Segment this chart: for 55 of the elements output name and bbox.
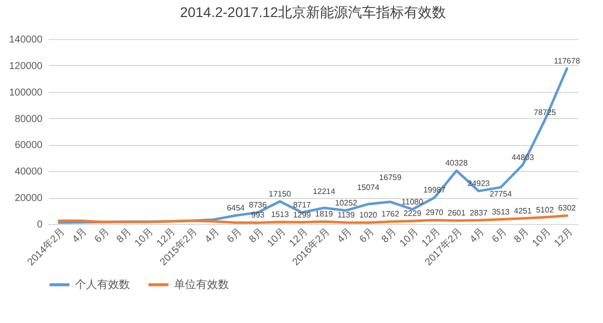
data-label: 1762: [381, 210, 400, 219]
data-label: 11080: [402, 197, 424, 206]
x-tick-label: 10月: [398, 226, 421, 250]
x-tick-label: 12月: [552, 226, 576, 250]
data-label: 2229: [403, 209, 422, 218]
data-label: 27754: [490, 189, 512, 198]
data-label: 5102: [536, 205, 554, 214]
data-label: 40328: [445, 158, 468, 168]
y-tick-label: 0: [36, 220, 43, 230]
x-tick-label: 8月: [114, 226, 134, 246]
x-tick-label: 10月: [132, 226, 156, 250]
data-label: 12214: [312, 186, 336, 196]
x-tick-label: 6月: [92, 226, 112, 246]
data-label: 6302: [558, 204, 576, 213]
data-label: 8717: [293, 200, 312, 210]
data-label: 8736: [248, 200, 268, 210]
y-tick-label: 20000: [14, 193, 43, 204]
x-tick-label: 4月: [203, 226, 222, 246]
data-label: 1513: [270, 210, 290, 219]
data-label: 16759: [379, 172, 402, 182]
x-tick-label: 4月: [468, 226, 487, 246]
chart-title: 2014.2-2017.12北京新能源汽车指标有效数: [180, 4, 446, 20]
legend-label: 单位有效数: [174, 278, 229, 291]
y-tick-label: 60000: [14, 140, 43, 152]
x-tick-label: 4月: [70, 226, 90, 246]
data-label: 1139: [338, 210, 356, 220]
y-tick-label: 140000: [9, 34, 43, 46]
data-label: 2601: [448, 208, 466, 218]
data-label: 1819: [315, 210, 334, 219]
y-tick-label: 80000: [14, 114, 43, 125]
data-label: 2970: [426, 208, 444, 218]
x-tick-label: 10月: [265, 226, 288, 250]
x-tick-label: 8月: [247, 226, 266, 246]
y-tick-label: 120000: [9, 60, 43, 72]
data-label: 17150: [268, 189, 292, 198]
x-tick-label: 4月: [336, 226, 354, 246]
x-tick-label: 6月: [225, 226, 244, 246]
data-label: 117678: [554, 56, 581, 66]
data-label: 10252: [335, 198, 358, 208]
x-tick-label: 8月: [512, 226, 532, 246]
x-tick-label: 6月: [490, 226, 509, 246]
legend-label: 个人有效数: [75, 278, 130, 291]
x-tick-label: 8月: [380, 226, 399, 246]
x-tick-label: 6月: [358, 226, 376, 246]
x-tick-label: 10月: [530, 226, 554, 250]
data-label: 1299: [293, 210, 312, 220]
data-label: 993: [251, 210, 266, 220]
data-label: 1020: [359, 210, 378, 220]
data-label: 3513: [492, 207, 510, 216]
data-label: 6454: [226, 203, 246, 212]
data-label: 4251: [514, 206, 532, 216]
data-label: 2837: [470, 208, 488, 218]
data-label: 15074: [357, 183, 380, 192]
y-tick-label: 40000: [14, 166, 43, 178]
y-tick-label: 100000: [9, 87, 43, 98]
